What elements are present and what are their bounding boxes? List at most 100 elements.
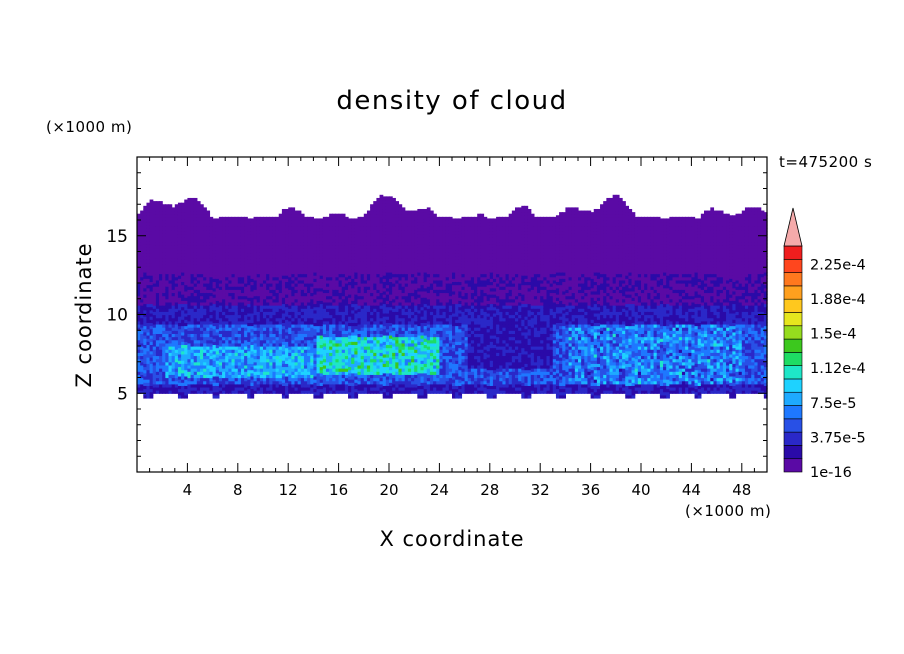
density-cell	[174, 283, 179, 287]
density-cell	[379, 197, 384, 202]
density-cell	[335, 276, 340, 281]
density-cell	[200, 333, 204, 338]
density-cell	[159, 320, 163, 325]
density-cell	[184, 287, 188, 292]
density-cell	[218, 364, 223, 369]
density-cell	[203, 210, 207, 215]
density-cell	[300, 235, 305, 240]
density-cell	[256, 305, 261, 309]
density-cell	[307, 327, 311, 331]
density-cell	[184, 360, 188, 364]
density-cell	[310, 248, 314, 253]
density-cell	[285, 234, 289, 238]
density-cell	[278, 260, 283, 265]
density-cell	[212, 221, 217, 226]
density-cell	[310, 327, 314, 331]
density-cell	[159, 371, 163, 375]
density-cell	[200, 336, 204, 341]
density-cell	[307, 317, 311, 322]
density-cell	[196, 267, 201, 271]
density-cell	[281, 306, 286, 311]
density-cell	[263, 342, 267, 347]
density-cell	[247, 303, 251, 308]
density-cell	[319, 271, 324, 276]
density-cell	[152, 317, 157, 322]
density-cell	[272, 342, 277, 347]
density-cell	[209, 216, 214, 221]
density-cell	[244, 260, 248, 265]
density-cell	[187, 213, 192, 218]
density-cell	[351, 303, 355, 308]
density-cell	[401, 346, 406, 350]
density-cell	[307, 260, 311, 265]
density-cell	[303, 238, 308, 243]
time-label: t=475200 s	[779, 153, 873, 171]
density-cell	[329, 254, 333, 259]
density-cell	[297, 320, 302, 325]
density-cell	[187, 232, 192, 237]
density-cell	[200, 339, 204, 344]
density-cell	[137, 229, 141, 234]
density-cell	[256, 223, 261, 227]
density-cell	[341, 264, 346, 268]
density-cell	[190, 361, 195, 366]
density-cell	[373, 295, 377, 300]
density-cell	[307, 283, 311, 287]
density-cell	[174, 235, 179, 240]
density-cell	[382, 379, 387, 383]
density-cell	[231, 383, 236, 388]
density-cell	[215, 334, 220, 339]
density-cell	[228, 267, 233, 271]
density-cell	[379, 229, 384, 234]
density-cell	[174, 242, 179, 246]
density-cell	[338, 279, 343, 284]
density-cell	[137, 311, 141, 316]
density-cell	[240, 323, 245, 328]
density-cell	[285, 394, 289, 399]
density-cell	[256, 245, 261, 249]
density-cell	[190, 327, 195, 331]
density-cell	[341, 330, 346, 334]
density-cell	[395, 346, 400, 350]
density-cell	[303, 349, 308, 353]
density-cell	[228, 257, 233, 262]
density-cell	[307, 264, 311, 268]
density-cell	[263, 226, 267, 231]
density-cell	[341, 254, 346, 259]
density-cell	[159, 260, 163, 265]
density-cell	[303, 270, 308, 275]
density-cell	[354, 363, 359, 368]
density-cell	[313, 231, 318, 235]
density-cell	[177, 325, 182, 330]
density-cell	[291, 368, 296, 372]
density-cell	[193, 242, 198, 246]
density-cell	[281, 341, 286, 346]
density-cell	[200, 204, 204, 208]
density-cell	[212, 338, 217, 342]
density-cell	[379, 355, 384, 360]
density-cell	[344, 286, 349, 290]
density-cell	[351, 385, 355, 390]
density-cell	[181, 347, 185, 352]
density-cell	[363, 229, 368, 234]
density-cell	[137, 333, 141, 338]
density-cell	[266, 305, 270, 309]
density-cell	[222, 220, 226, 224]
density-cell	[184, 221, 188, 226]
density-cell	[285, 208, 289, 213]
density-cell	[382, 382, 387, 386]
density-cell	[240, 330, 245, 334]
density-cell	[162, 223, 166, 227]
density-cell	[307, 390, 311, 394]
density-cell	[212, 366, 217, 371]
density-cell	[382, 394, 387, 399]
density-cell	[146, 394, 151, 399]
density-cell	[351, 218, 355, 223]
density-cell	[256, 346, 261, 350]
density-cell	[285, 215, 289, 220]
density-cell	[373, 245, 377, 249]
density-cell	[253, 346, 258, 350]
density-cell	[174, 207, 179, 212]
density-cell	[174, 248, 179, 253]
density-cell	[143, 309, 148, 314]
